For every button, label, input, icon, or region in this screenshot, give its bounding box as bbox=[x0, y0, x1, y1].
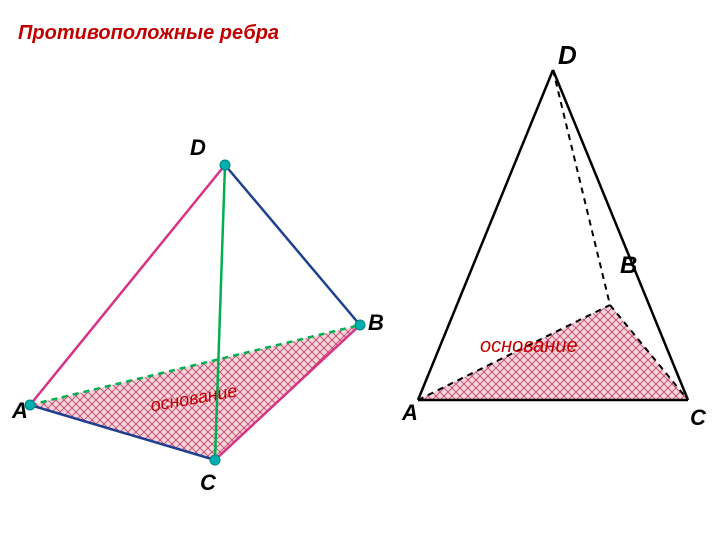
d2-label-D: D bbox=[558, 40, 577, 71]
d1-label-B: B bbox=[368, 310, 384, 336]
d2-label-B: B bbox=[620, 252, 637, 280]
d1-edge-DB bbox=[225, 165, 360, 325]
d1-vertex-C bbox=[210, 455, 220, 465]
d2-base-label: основание bbox=[480, 335, 578, 358]
d2-label-A: A bbox=[402, 400, 418, 426]
d1-vertex-D bbox=[220, 160, 230, 170]
d2-label-C: C bbox=[690, 405, 706, 431]
geometry-canvas bbox=[0, 0, 720, 540]
page-title: Противоположные ребра bbox=[18, 22, 279, 45]
d1-label-C: C bbox=[200, 470, 216, 496]
d1-label-D: D bbox=[190, 135, 206, 161]
d1-vertex-B bbox=[355, 320, 365, 330]
d1-label-A: A bbox=[12, 398, 28, 424]
